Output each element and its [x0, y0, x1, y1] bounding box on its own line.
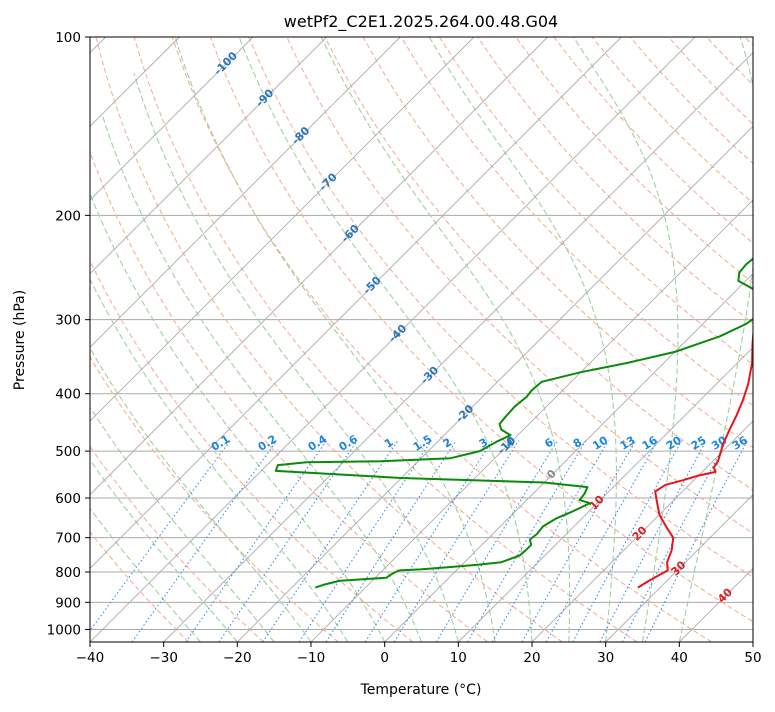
y-tick-label: 1000: [47, 622, 81, 638]
x-tick-label: 20: [523, 650, 540, 666]
y-tick-label: 100: [55, 30, 81, 46]
x-tick-label: 40: [671, 650, 688, 666]
y-tick-label: 700: [55, 531, 81, 547]
x-tick-label: 30: [597, 650, 614, 666]
x-tick-label: 50: [744, 650, 761, 666]
y-tick-label: 800: [55, 565, 81, 581]
x-tick-label: 10: [450, 650, 467, 666]
y-tick-label: 500: [55, 444, 81, 460]
y-axis-label: Pressure (hPa): [12, 290, 28, 390]
y-tick-label: 400: [55, 387, 81, 403]
x-axis-label: Temperature (°C): [360, 682, 482, 698]
x-tick-label: 0: [380, 650, 389, 666]
y-tick-label: 900: [55, 595, 81, 611]
y-tick-label: 600: [55, 491, 81, 507]
y-tick-label: 300: [55, 313, 81, 329]
x-tick-label: −40: [76, 650, 105, 666]
x-tick-label: −20: [223, 650, 252, 666]
chart-title: wetPf2_C2E1.2025.264.00.48.G04: [284, 12, 558, 32]
y-tick-label: 200: [55, 208, 81, 224]
x-tick-label: −10: [297, 650, 326, 666]
x-tick-label: −30: [149, 650, 178, 666]
